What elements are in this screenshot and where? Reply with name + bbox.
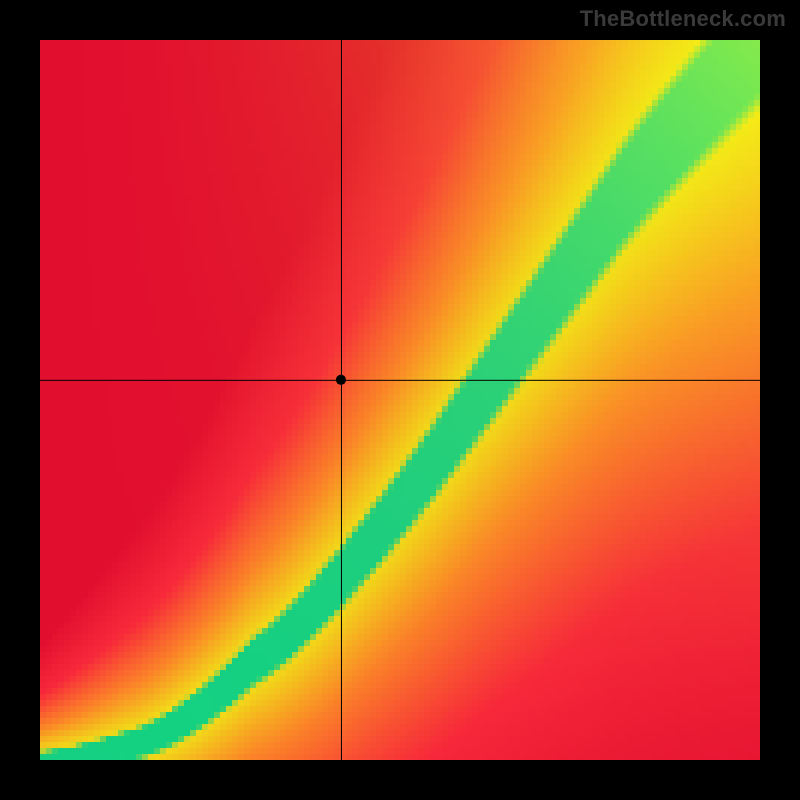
overlay-canvas	[40, 40, 760, 760]
plot-area	[40, 40, 760, 760]
watermark-text: TheBottleneck.com	[580, 6, 786, 32]
chart-frame: TheBottleneck.com	[0, 0, 800, 800]
